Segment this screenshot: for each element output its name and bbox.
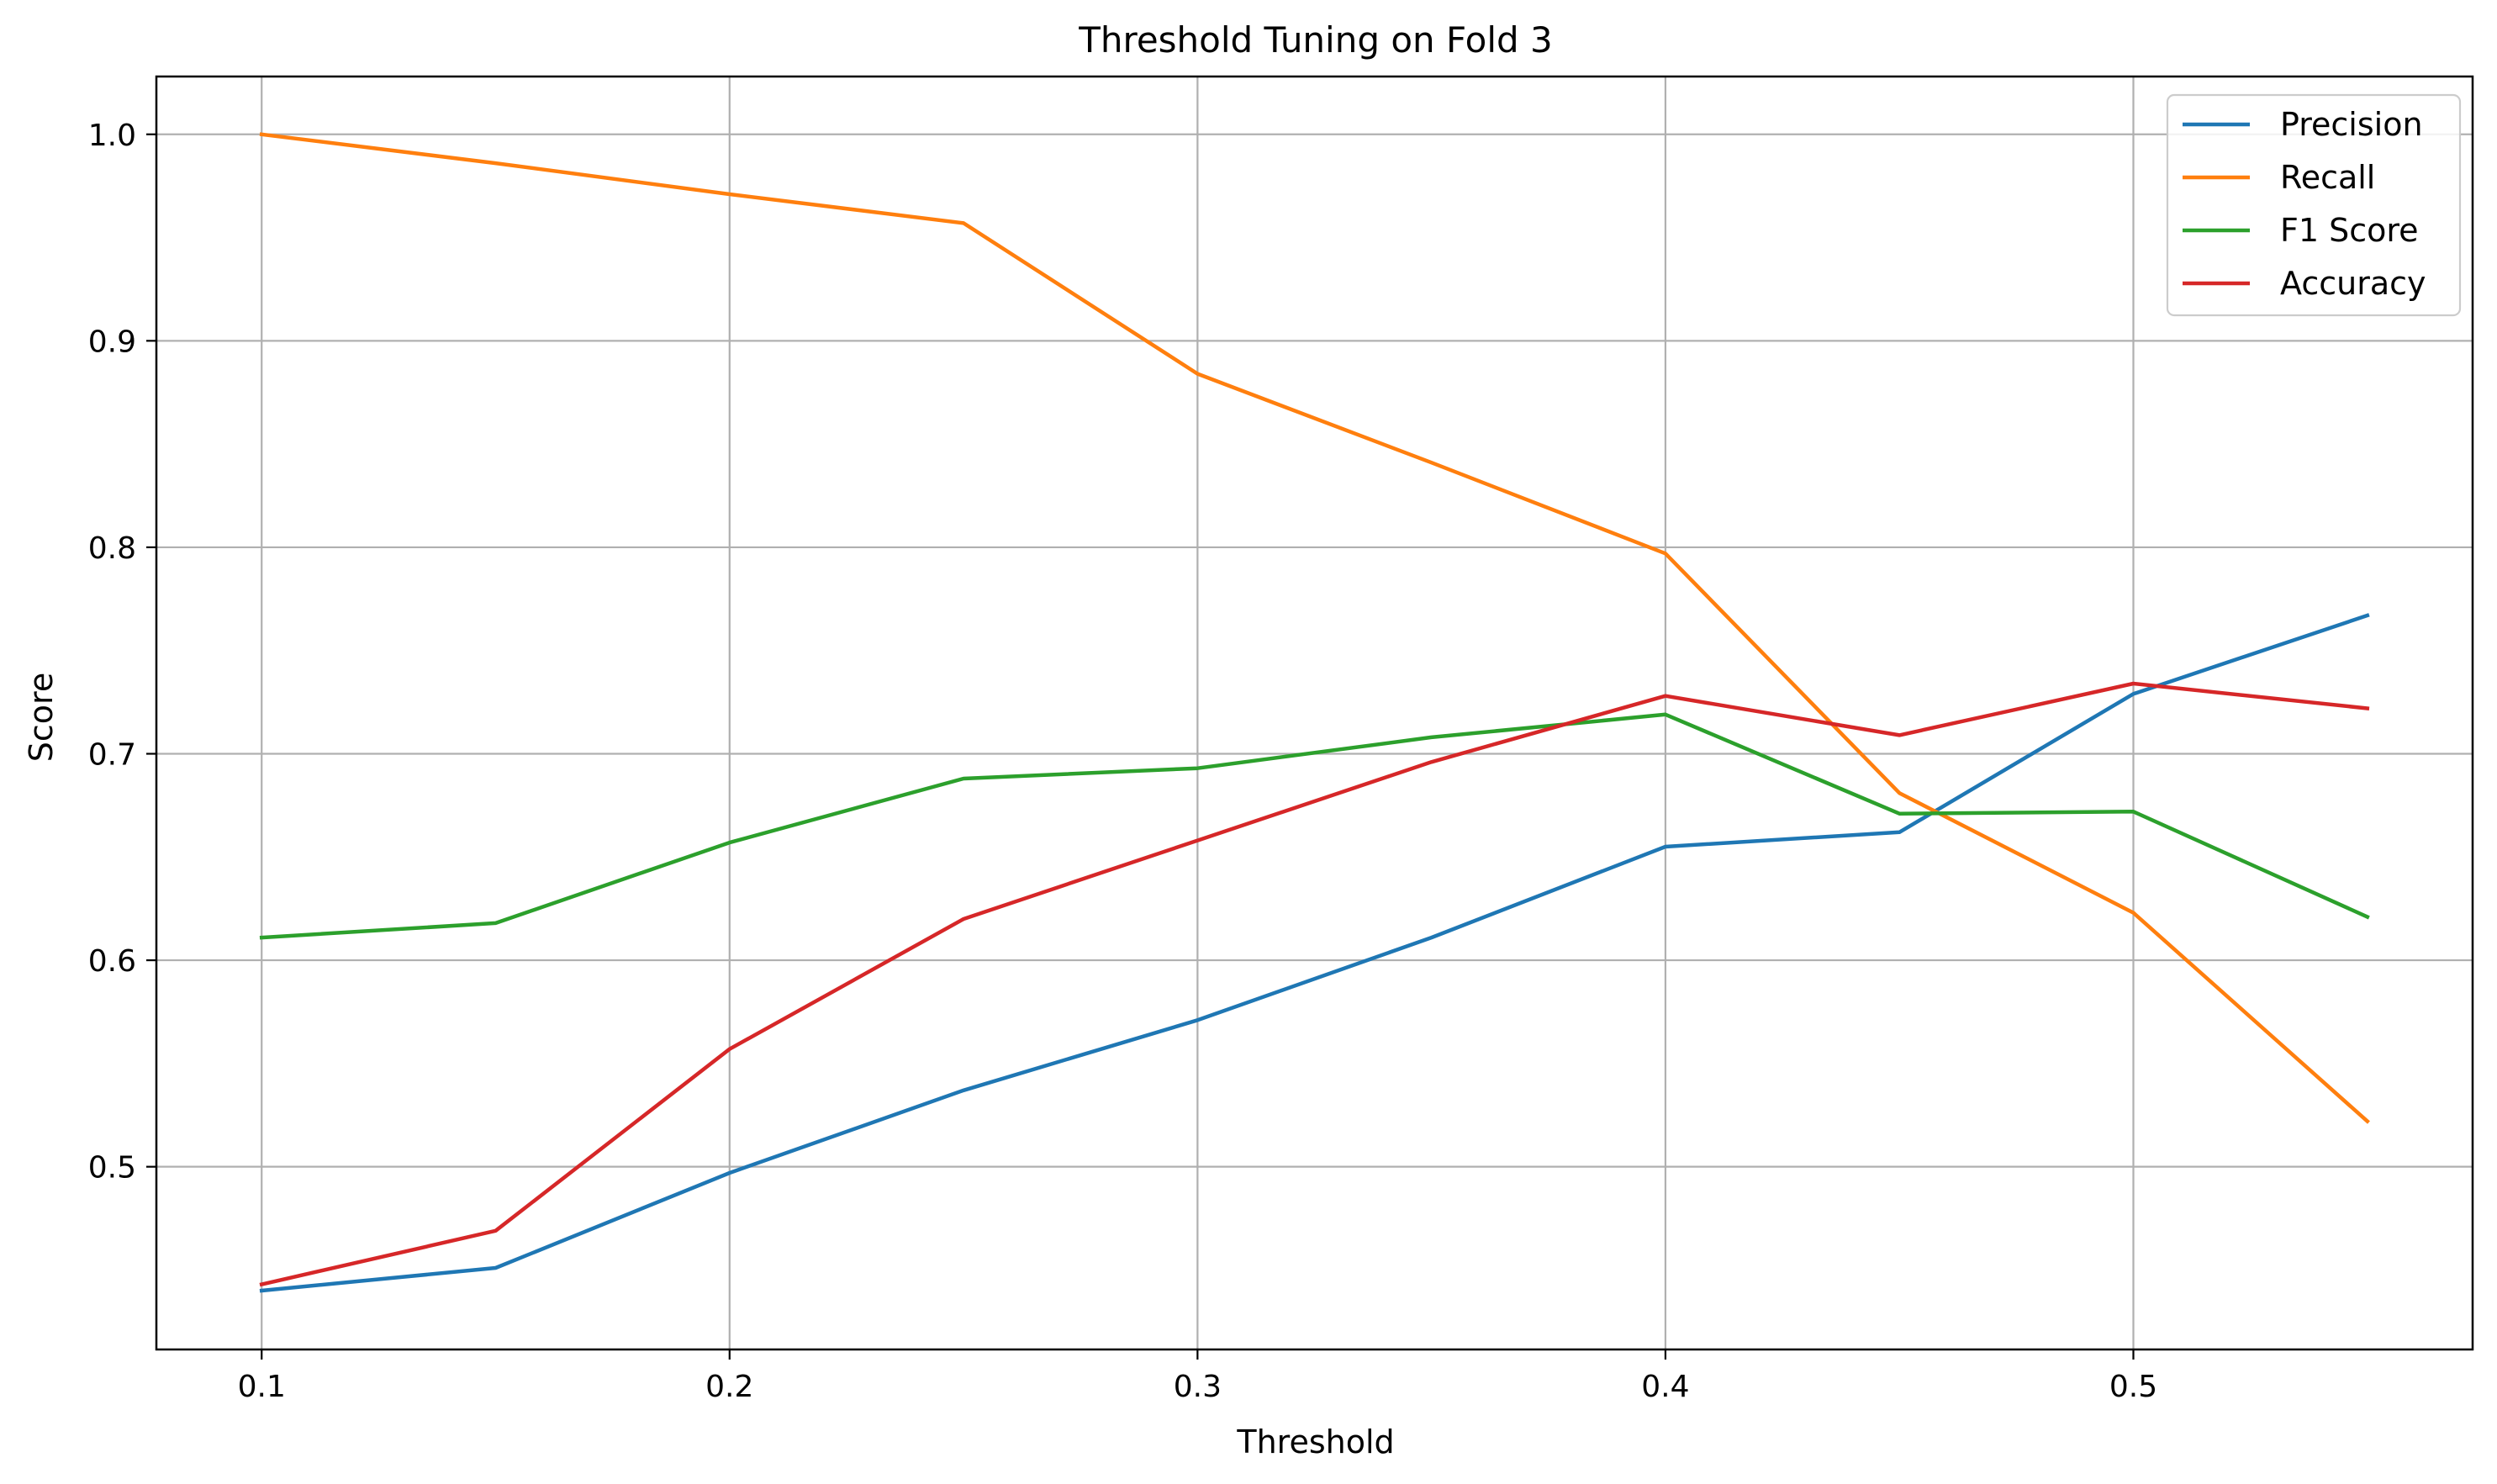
plot-frame [155,75,2474,1351]
y-tick-label: 1.0 [88,119,136,153]
x-axis-label: Threshold [1236,1423,1394,1460]
x-tick-label: 0.2 [705,1370,753,1404]
x-tick-label: 0.1 [238,1370,286,1404]
legend-label-precision: Precision [2280,106,2423,143]
y-tick-label: 0.9 [88,325,136,359]
y-tick-label: 0.6 [88,944,136,979]
x-tick-label: 0.3 [1174,1370,1222,1404]
y-axis-label: Score [23,673,60,762]
ticks: 0.1 0.2 0.3 0.4 0.5 0.5 0.6 0.7 0.8 0.9 1.0 [88,119,2157,1404]
grid [156,77,2473,1349]
legend-label-f1-score: F1 Score [2280,212,2419,249]
chart-title: Threshold Tuning on Fold 3 [1078,19,1553,61]
series-line-precision [259,613,2370,1293]
legend-box [2166,93,2462,317]
series-line-f1-score [259,712,2370,940]
series-line-accuracy [259,681,2370,1287]
legend: Precision Recall F1 Score Accuracy [2166,93,2462,317]
x-tick-label: 0.5 [2109,1370,2157,1404]
legend-label-accuracy: Accuracy [2280,265,2426,302]
x-tick-label: 0.4 [1641,1370,1689,1404]
series-line-recall [259,132,2370,1124]
y-tick-label: 0.5 [88,1151,136,1186]
y-tick-label: 0.8 [88,531,136,566]
legend-label-recall: Recall [2280,159,2375,196]
y-tick-label: 0.7 [88,738,136,773]
series-lines [259,132,2370,1293]
